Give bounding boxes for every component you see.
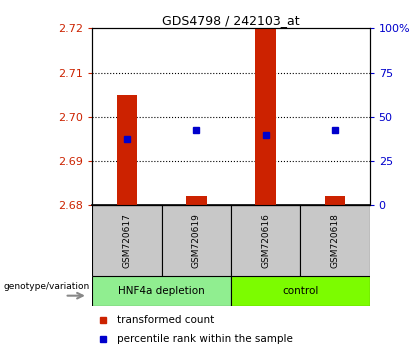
Text: control: control: [282, 286, 318, 296]
Bar: [162, 205, 231, 276]
Title: GDS4798 / 242103_at: GDS4798 / 242103_at: [162, 14, 300, 27]
Bar: [231, 205, 300, 276]
Text: GSM720617: GSM720617: [123, 213, 131, 268]
Text: transformed count: transformed count: [117, 315, 215, 325]
Text: percentile rank within the sample: percentile rank within the sample: [117, 333, 293, 344]
Bar: [255, 15, 276, 205]
Text: HNF4a depletion: HNF4a depletion: [118, 286, 205, 296]
Bar: [300, 205, 370, 276]
Text: GSM720616: GSM720616: [261, 213, 270, 268]
Bar: [117, 95, 137, 205]
Bar: [92, 276, 231, 306]
Text: GSM720618: GSM720618: [331, 213, 339, 268]
Bar: [231, 276, 370, 306]
Text: GSM720619: GSM720619: [192, 213, 201, 268]
Bar: [92, 205, 162, 276]
Text: genotype/variation: genotype/variation: [3, 282, 89, 291]
Bar: [186, 196, 207, 205]
Bar: [325, 196, 345, 205]
